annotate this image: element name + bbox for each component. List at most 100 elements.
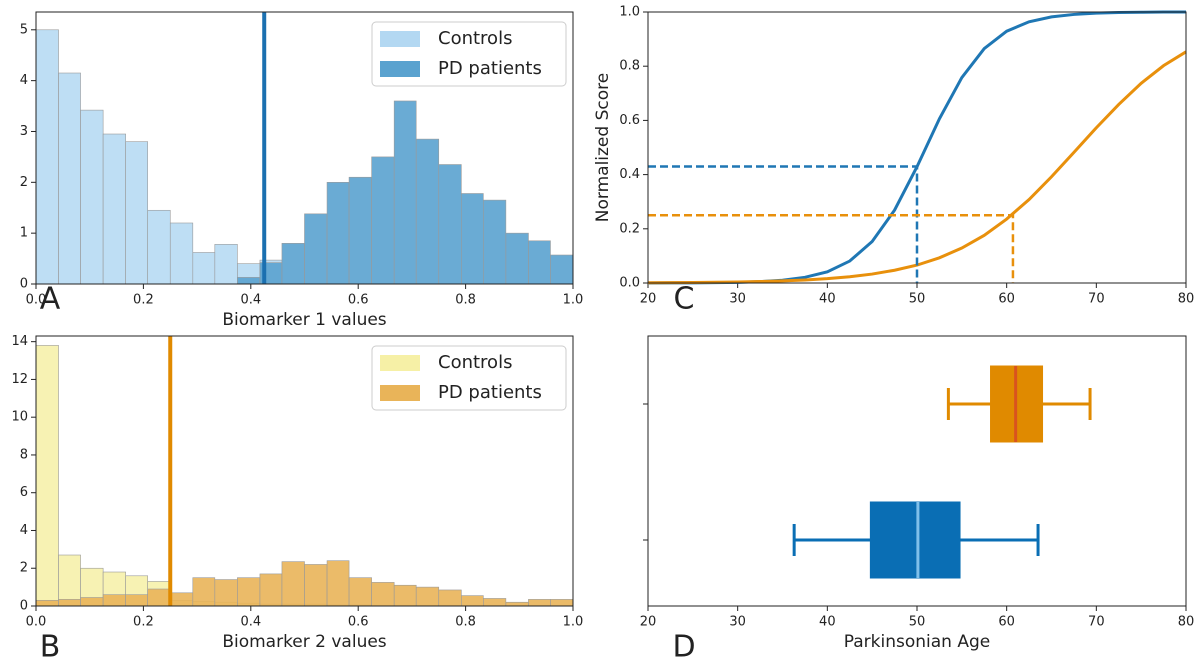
bar bbox=[281, 561, 305, 607]
panel-letter: D bbox=[672, 630, 695, 665]
x-tick-label: 1.0 bbox=[563, 293, 584, 308]
bar bbox=[58, 599, 81, 607]
x-tick-label: 0.6 bbox=[348, 293, 369, 308]
bar bbox=[58, 554, 81, 607]
y-tick-label: 0 bbox=[20, 277, 28, 292]
bar bbox=[304, 213, 328, 285]
x-axis-label: Parkinsonian Age bbox=[844, 632, 990, 652]
x-tick-label: 0.6 bbox=[348, 615, 369, 630]
bar bbox=[461, 193, 484, 285]
y-tick-label: 2 bbox=[20, 561, 28, 576]
x-tick-label: 1.0 bbox=[563, 615, 584, 630]
bar bbox=[125, 594, 148, 607]
bar bbox=[528, 240, 551, 285]
bar bbox=[214, 579, 238, 607]
y-axis-label: Normalized Score bbox=[593, 73, 613, 222]
x-tick-label: 50 bbox=[909, 292, 926, 307]
axes-frame bbox=[35, 335, 574, 607]
bar bbox=[214, 244, 238, 285]
bar bbox=[348, 176, 372, 285]
y-tick-label: 5 bbox=[20, 22, 28, 37]
x-tick-label: 40 bbox=[819, 292, 836, 307]
bar bbox=[483, 199, 507, 285]
guide-line bbox=[648, 165, 919, 283]
y-tick-label: 2 bbox=[20, 175, 28, 190]
y-tick-label: 0.2 bbox=[619, 221, 640, 236]
bar bbox=[326, 560, 350, 607]
legend-swatch bbox=[380, 385, 420, 401]
box bbox=[869, 501, 961, 579]
legend-swatch bbox=[380, 31, 420, 47]
bar bbox=[35, 29, 59, 285]
y-tick-label: 14 bbox=[11, 334, 28, 349]
y-tick-label: 4 bbox=[20, 73, 28, 88]
legend-swatch bbox=[380, 355, 420, 371]
bar bbox=[58, 72, 81, 285]
x-tick-label: 80 bbox=[1178, 292, 1195, 307]
bar bbox=[550, 254, 574, 285]
legend-label: PD patients bbox=[438, 382, 542, 403]
axes-frame bbox=[647, 11, 1187, 284]
x-tick-label: 0.2 bbox=[133, 293, 154, 308]
x-tick-label: 0.0 bbox=[26, 293, 47, 308]
bar bbox=[550, 599, 574, 607]
y-tick-label: 6 bbox=[20, 485, 28, 500]
bar bbox=[259, 573, 283, 607]
bar bbox=[192, 252, 216, 285]
guide-line bbox=[648, 214, 1015, 283]
panel-letter: C bbox=[674, 282, 695, 317]
y-tick-label: 1 bbox=[20, 226, 28, 241]
y-tick-label: 0.4 bbox=[619, 167, 640, 182]
legend-label: PD patients bbox=[438, 58, 542, 79]
bar bbox=[237, 577, 261, 607]
bar bbox=[80, 597, 104, 607]
x-tick-label: 30 bbox=[729, 292, 746, 307]
bar bbox=[371, 156, 395, 285]
bar bbox=[147, 588, 171, 607]
x-tick-label: 80 bbox=[1178, 615, 1195, 630]
bar bbox=[438, 589, 462, 607]
legend-box bbox=[371, 21, 567, 87]
x-tick-label: 30 bbox=[729, 615, 746, 630]
y-tick-label: 0.0 bbox=[619, 276, 640, 291]
bar bbox=[348, 577, 372, 607]
legend-label: Controls bbox=[438, 28, 512, 49]
x-tick-label: 0.0 bbox=[26, 615, 47, 630]
x-tick-label: 0.8 bbox=[455, 293, 476, 308]
y-tick-label: 0.8 bbox=[619, 59, 640, 74]
bar bbox=[461, 595, 484, 607]
bar bbox=[304, 564, 328, 607]
x-tick-label: 0.8 bbox=[455, 615, 476, 630]
y-tick-label: 12 bbox=[11, 372, 28, 387]
y-tick-label: 8 bbox=[20, 447, 28, 462]
bar bbox=[237, 277, 261, 285]
x-tick-label: 70 bbox=[1088, 292, 1105, 307]
bar bbox=[438, 164, 462, 285]
bar bbox=[415, 586, 440, 607]
bar bbox=[102, 594, 126, 607]
bar bbox=[35, 345, 59, 607]
bar bbox=[505, 601, 529, 607]
bar bbox=[35, 600, 59, 607]
bar bbox=[393, 584, 417, 607]
legend-label: Controls bbox=[438, 352, 512, 373]
panel-letter: A bbox=[40, 282, 61, 317]
bar bbox=[528, 599, 551, 607]
bar bbox=[169, 592, 194, 607]
x-tick-label: 20 bbox=[640, 292, 657, 307]
bar bbox=[393, 100, 417, 285]
bar bbox=[80, 109, 104, 285]
x-tick-label: 60 bbox=[998, 292, 1015, 307]
bar bbox=[147, 209, 171, 285]
y-tick-label: 1.0 bbox=[619, 5, 640, 20]
x-tick-label: 0.2 bbox=[133, 615, 154, 630]
y-tick-label: 10 bbox=[11, 410, 28, 425]
panel-letter: B bbox=[40, 630, 61, 665]
x-axis-label: Biomarker 1 values bbox=[222, 310, 386, 330]
bar bbox=[102, 133, 126, 285]
bar bbox=[415, 138, 440, 285]
axes-frame bbox=[35, 11, 574, 285]
x-tick-label: 50 bbox=[909, 615, 926, 630]
